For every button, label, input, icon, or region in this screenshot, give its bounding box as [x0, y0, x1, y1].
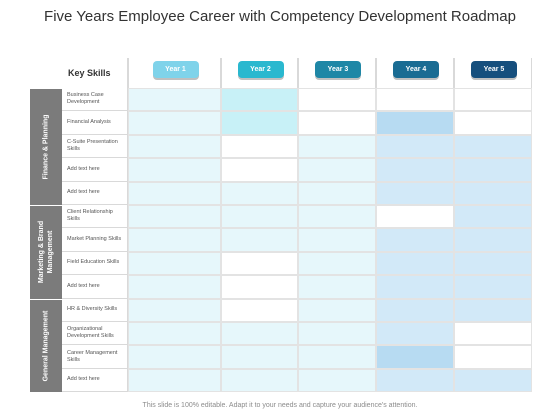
- skill-label: HR & Diversity Skills: [62, 298, 128, 322]
- roadmap-cell: [298, 228, 376, 252]
- roadmap-cell: [128, 134, 221, 159]
- roadmap-cell: [454, 368, 532, 393]
- year-column-header-2: Year 2: [221, 58, 298, 88]
- roadmap-cell: [298, 368, 376, 393]
- roadmap-cell: [221, 228, 298, 252]
- roadmap-cell: [454, 228, 532, 252]
- roadmap-cell: [454, 134, 532, 159]
- roadmap-cell: [454, 345, 532, 369]
- roadmap-cell: [376, 88, 454, 112]
- roadmap-cell: [376, 228, 454, 252]
- skill-label: C-Suite Presentation Skills: [62, 134, 128, 159]
- roadmap-cell: [376, 181, 454, 205]
- roadmap-cell: [376, 111, 454, 135]
- roadmap-cell: [298, 322, 376, 346]
- roadmap-cell: [221, 251, 298, 276]
- roadmap-cell: [128, 322, 221, 346]
- roadmap-cell: [128, 228, 221, 252]
- roadmap-cell: [454, 322, 532, 346]
- key-skills-header: Key Skills: [62, 58, 128, 88]
- roadmap-cell: [128, 251, 221, 276]
- skill-label: Organizational Development Skills: [62, 322, 128, 346]
- roadmap-cell: [376, 205, 454, 229]
- year-column-header-4: Year 4: [376, 58, 454, 88]
- roadmap-cell: [298, 205, 376, 229]
- roadmap-cell: [298, 158, 376, 182]
- roadmap-cell: [128, 345, 221, 369]
- roadmap-cell: [221, 111, 298, 135]
- category-label: Marketing & Brand Management: [38, 221, 54, 284]
- roadmap-cell: [376, 251, 454, 276]
- roadmap-cell: [221, 368, 298, 393]
- roadmap-cell: [298, 88, 376, 112]
- year-5-button[interactable]: Year 5: [471, 61, 517, 78]
- year-column-header-3: Year 3: [298, 58, 376, 88]
- skill-label: Add text here: [62, 158, 128, 182]
- skill-label: Field Education Skills: [62, 251, 128, 276]
- roadmap-cell: [128, 205, 221, 229]
- roadmap-cell: [128, 88, 221, 112]
- roadmap-cell: [221, 88, 298, 112]
- roadmap-cell: [454, 158, 532, 182]
- skill-label: Add text here: [62, 368, 128, 393]
- year-4-button[interactable]: Year 4: [393, 61, 439, 78]
- roadmap-cell: [298, 181, 376, 205]
- year-1-button[interactable]: Year 1: [152, 61, 199, 78]
- roadmap-cell: [454, 205, 532, 229]
- roadmap-cell: [298, 134, 376, 159]
- year-3-button[interactable]: Year 3: [315, 61, 361, 78]
- page-title: Five Years Employee Career with Competen…: [44, 8, 516, 25]
- roadmap-cell: [454, 181, 532, 205]
- year-2-button[interactable]: Year 2: [237, 61, 284, 78]
- roadmap-cell: [298, 251, 376, 276]
- roadmap-cell: [298, 298, 376, 322]
- category-bar: Marketing & Brand Management: [30, 205, 62, 299]
- year-column-header-5: Year 5: [454, 58, 532, 88]
- roadmap-cell: [221, 134, 298, 159]
- roadmap-cell: [128, 181, 221, 205]
- roadmap-cell: [376, 134, 454, 159]
- roadmap-cell: [454, 298, 532, 322]
- roadmap-cell: [128, 275, 221, 299]
- roadmap-cell: [128, 158, 221, 182]
- roadmap-cell: [221, 205, 298, 229]
- roadmap-cell: [376, 158, 454, 182]
- category-bar: Finance & Planning: [30, 88, 62, 205]
- roadmap-cell: [298, 111, 376, 135]
- skill-label: Financial Analysis: [62, 111, 128, 135]
- roadmap-cell: [454, 251, 532, 276]
- skill-label: Market Planning Skills: [62, 228, 128, 252]
- category-bar: General Management: [30, 298, 62, 393]
- year-column-header-1: Year 1: [128, 58, 221, 88]
- skill-label: Client Relationship Skills: [62, 205, 128, 229]
- footer-note: This slide is 100% editable. Adapt it to…: [142, 402, 418, 409]
- roadmap-cell: [376, 368, 454, 393]
- roadmap-cell: [454, 275, 532, 299]
- roadmap-cell: [221, 275, 298, 299]
- roadmap-cell: [298, 345, 376, 369]
- roadmap-cell: [221, 345, 298, 369]
- roadmap-cell: [376, 275, 454, 299]
- roadmap-cell: [376, 298, 454, 322]
- skill-label: Career Management Skills: [62, 345, 128, 369]
- category-label: Finance & Planning: [42, 114, 50, 180]
- roadmap-cell: [128, 368, 221, 393]
- roadmap-cell: [221, 322, 298, 346]
- roadmap-cell: [454, 88, 532, 112]
- skill-label: Business Case Development: [62, 88, 128, 112]
- roadmap-cell: [128, 298, 221, 322]
- skill-label: Add text here: [62, 181, 128, 205]
- skill-label: Add text here: [62, 275, 128, 299]
- roadmap-cell: [128, 111, 221, 135]
- roadmap-cell: [221, 158, 298, 182]
- roadmap-cell: [454, 111, 532, 135]
- roadmap-table: Key Skills Year 1 Year 2 Year 3 Year 4 Year …: [30, 58, 534, 393]
- category-label: General Management: [42, 310, 50, 382]
- roadmap-cell: [221, 298, 298, 322]
- roadmap-cell: [298, 275, 376, 299]
- roadmap-cell: [376, 345, 454, 369]
- roadmap-cell: [221, 181, 298, 205]
- roadmap-cell: [376, 322, 454, 346]
